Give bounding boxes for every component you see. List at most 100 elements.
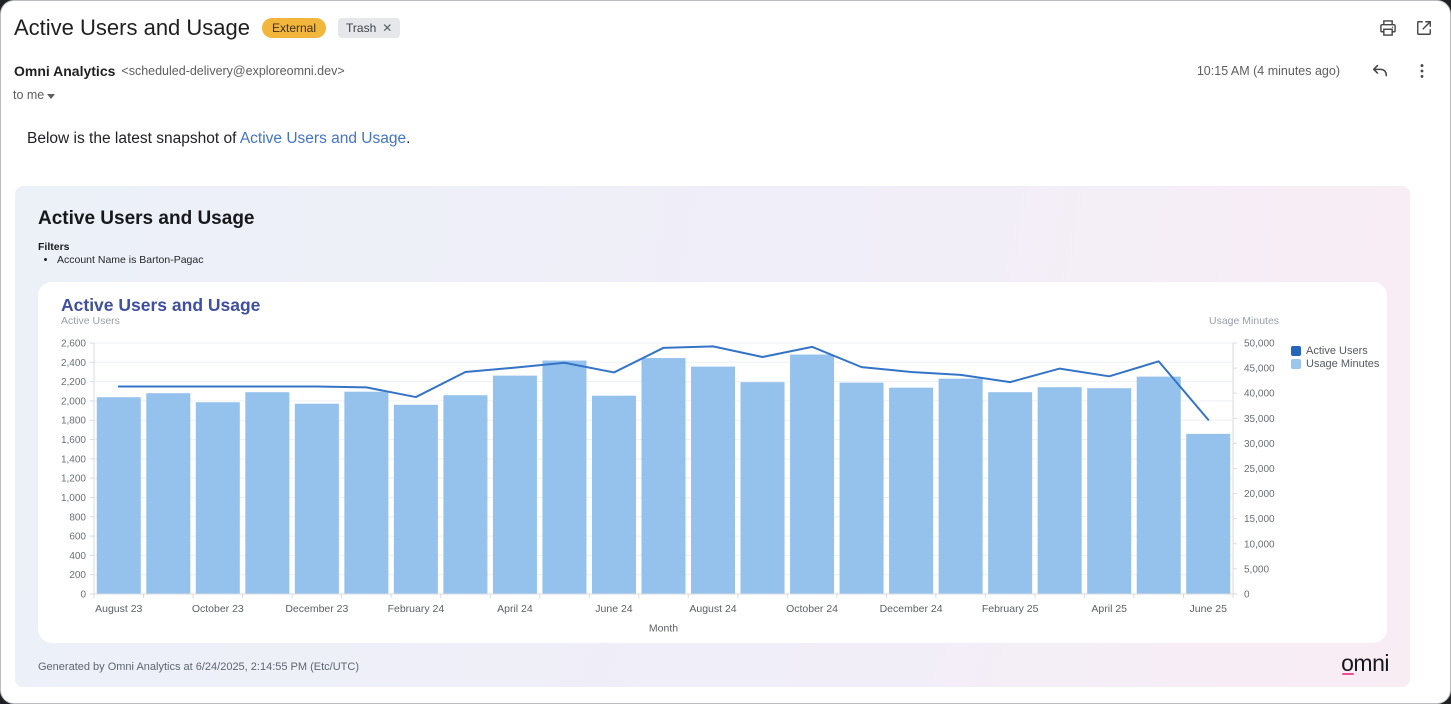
x-axis-label: February 24 [388, 603, 445, 615]
x-axis-label: August 24 [689, 603, 736, 615]
omni-logo-underline [1342, 672, 1355, 675]
x-axis-label: October 24 [786, 603, 838, 615]
right-axis-label: 15,000 [1244, 514, 1275, 525]
x-axis-label: December 24 [880, 603, 943, 615]
recipient-dropdown[interactable]: to me [13, 88, 56, 102]
usage-bar-3 [245, 392, 290, 594]
left-axis-label: 2,600 [61, 339, 86, 350]
right-axis-label: 5,000 [1244, 564, 1269, 575]
remove-trash-label-icon[interactable]: ✕ [382, 21, 393, 35]
chevron-down-icon [47, 93, 56, 99]
left-axis-label: 1,000 [61, 493, 86, 504]
x-axis-label: June 24 [595, 603, 633, 615]
open-in-new-icon[interactable] [1414, 18, 1434, 38]
reply-icon[interactable] [1370, 61, 1390, 81]
filters-list: Account Name is Barton-Pagac [41, 254, 204, 267]
usage-bar-6 [393, 404, 438, 594]
usage-bar-19 [1037, 387, 1082, 594]
chart-card: Active Users and Usage Active Users Usag… [38, 282, 1387, 643]
usage-bar-13 [740, 382, 785, 594]
usage-bar-21 [1136, 376, 1181, 594]
left-axis-label: 2,000 [61, 396, 86, 407]
legend-item-active-users: Active Users [1291, 344, 1379, 357]
omni-logo: omni [1341, 650, 1389, 677]
usage-bar-16 [889, 387, 934, 594]
usage-bar-15 [839, 382, 884, 594]
more-options-icon[interactable] [1412, 61, 1432, 81]
x-axis-label: April 25 [1091, 603, 1127, 615]
left-axis-label: 1,200 [61, 474, 86, 485]
filter-item: Account Name is Barton-Pagac [57, 254, 204, 267]
usage-bar-0 [96, 397, 141, 594]
usage-bar-8 [492, 375, 537, 594]
left-axis-label: 0 [80, 590, 86, 601]
usage-bar-5 [344, 391, 389, 594]
right-axis-label: 10,000 [1244, 539, 1275, 550]
omni-logo-text: omni [1341, 650, 1389, 676]
right-axis-label: 30,000 [1244, 439, 1275, 450]
active-users-line [117, 345, 1210, 421]
right-axis-label: 25,000 [1244, 464, 1275, 475]
legend-item-usage-minutes: Usage Minutes [1291, 357, 1380, 370]
usage-bar-4 [294, 403, 339, 594]
intro-suffix: . [406, 130, 411, 147]
x-axis-label: October 23 [192, 603, 244, 615]
usage-bar-12 [691, 366, 736, 594]
usage-bar-18 [988, 392, 1033, 594]
subject-row: Active Users and Usage External Trash ✕ [14, 13, 1434, 43]
x-axis-label: June 25 [1190, 603, 1228, 615]
usage-bar-10 [591, 395, 636, 594]
right-axis-label: 45,000 [1244, 364, 1275, 375]
legend-swatch-usage-minutes [1291, 358, 1301, 369]
x-axis-label: August 23 [95, 603, 142, 615]
intro-prefix: Below is the latest snapshot of [27, 130, 240, 147]
right-axis-label: 20,000 [1244, 489, 1275, 500]
usage-bar-7 [443, 395, 488, 594]
legend-swatch-active-users [1291, 345, 1301, 356]
filters-label: Filters [38, 241, 70, 253]
external-badge: External [262, 18, 327, 38]
email-subject: Active Users and Usage [14, 15, 250, 40]
x-axis-label: February 25 [982, 603, 1039, 615]
legend-label-active-users: Active Users [1306, 344, 1368, 357]
right-axis-title: Usage Minutes [1209, 315, 1280, 327]
left-axis-label: 1,800 [61, 416, 86, 427]
usage-bar-2 [195, 402, 240, 594]
left-axis-label: 800 [69, 512, 86, 523]
usage-bar-22 [1186, 433, 1231, 594]
right-axis-label: 0 [1244, 590, 1250, 601]
report-card: Active Users and Usage Filters Account N… [15, 186, 1410, 687]
left-axis-label: 200 [69, 570, 86, 581]
right-axis-label: 35,000 [1244, 414, 1275, 425]
x-axis-label: April 24 [497, 603, 533, 615]
trash-label-text: Trash [346, 21, 377, 35]
report-title: Active Users and Usage [38, 208, 255, 229]
report-link[interactable]: Active Users and Usage [239, 130, 407, 147]
left-axis-label: 2,200 [61, 377, 86, 388]
left-axis-label: 1,400 [61, 454, 86, 465]
recipient-label: to me [13, 88, 45, 102]
chart-title: Active Users and Usage [61, 295, 261, 315]
left-axis-title: Active Users [61, 315, 120, 327]
usage-bar-9 [542, 360, 587, 594]
email-body-text: Below is the latest snapshot of Active U… [27, 130, 410, 148]
left-axis-label: 600 [69, 532, 86, 543]
sender-row-right: 10:15 AM (4 minutes ago) [1197, 61, 1434, 81]
generated-timestamp: Generated by Omni Analytics at 6/24/2025… [38, 661, 359, 673]
usage-bar-17 [938, 378, 983, 594]
left-axis-label: 1,600 [61, 435, 86, 446]
left-axis-label: 2,400 [61, 358, 86, 369]
email-timestamp: 10:15 AM (4 minutes ago) [1196, 64, 1340, 78]
print-icon[interactable] [1378, 18, 1398, 38]
chart-legend: Active Users Usage Minutes [1291, 344, 1380, 370]
sender-row: Omni Analytics <scheduled-delivery@explo… [14, 61, 1434, 81]
x-axis-title: Month [649, 623, 678, 635]
right-axis-label: 50,000 [1244, 339, 1275, 350]
right-axis-label: 40,000 [1244, 389, 1275, 400]
sender-name: Omni Analytics [14, 63, 116, 79]
trash-label-chip[interactable]: Trash ✕ [338, 18, 401, 38]
left-axis-label: 400 [69, 551, 86, 562]
usage-bar-14 [790, 354, 835, 594]
legend-label-usage-minutes: Usage Minutes [1306, 357, 1380, 370]
